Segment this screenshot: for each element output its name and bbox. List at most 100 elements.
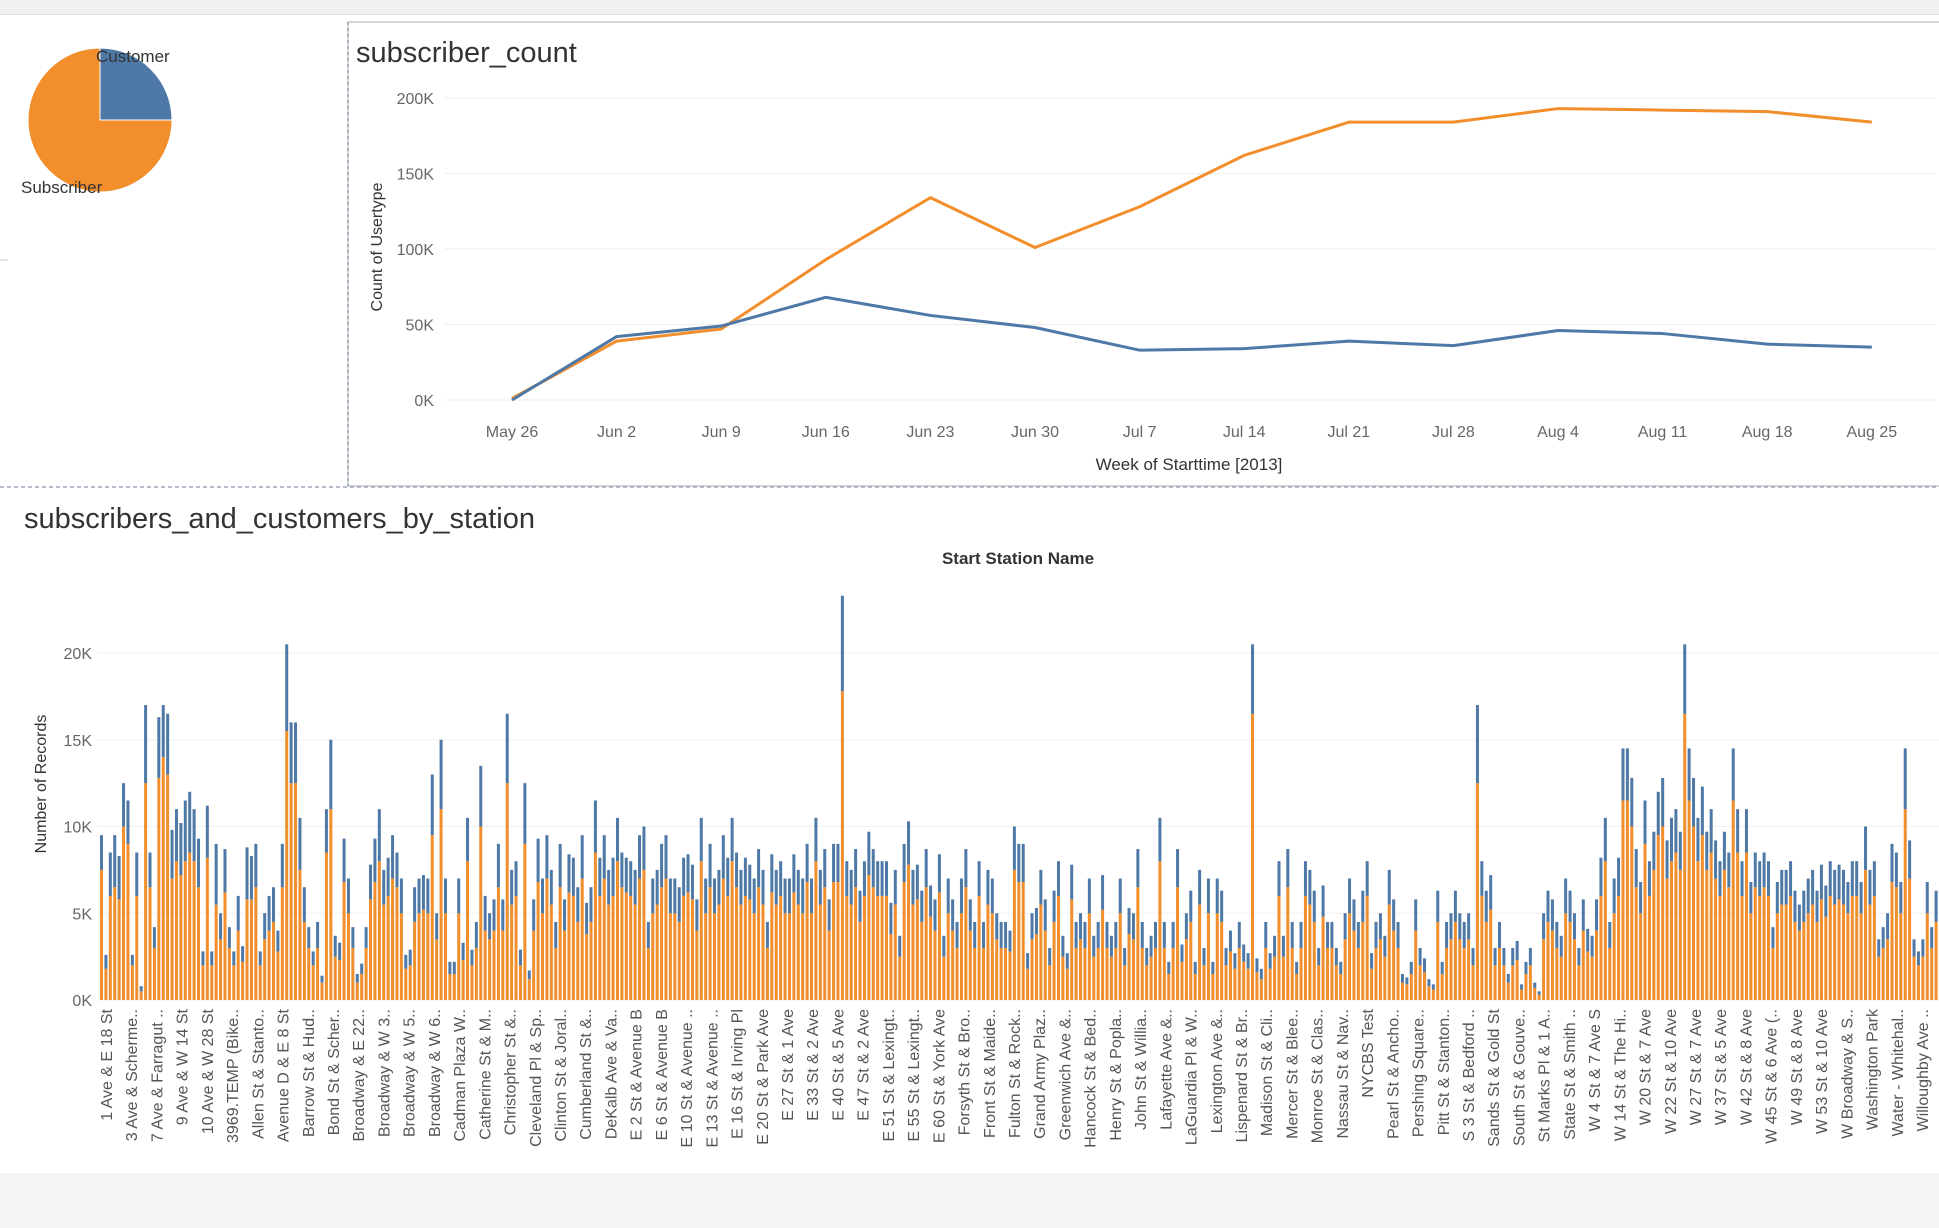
bar-subscriber[interactable] [699, 861, 703, 1000]
bar-customer[interactable] [1445, 921, 1449, 948]
bar-subscriber[interactable] [977, 895, 981, 1000]
bar-subscriber[interactable] [443, 913, 447, 1000]
bar-customer[interactable] [1427, 979, 1431, 987]
bar-subscriber[interactable] [1312, 921, 1316, 1000]
bar-customer[interactable] [152, 927, 156, 948]
bar-customer[interactable] [271, 887, 275, 922]
bar-subscriber[interactable] [810, 913, 814, 1000]
bar-subscriber[interactable] [1705, 869, 1709, 1000]
bar-subscriber[interactable] [157, 777, 161, 1000]
bar-subscriber[interactable] [201, 965, 205, 1000]
bar-subscriber[interactable] [536, 882, 540, 1000]
bar-subscriber[interactable] [589, 921, 593, 1000]
bar-subscriber[interactable] [1462, 947, 1466, 1000]
bar-subscriber[interactable] [470, 965, 474, 1000]
bar-customer[interactable] [1330, 921, 1334, 948]
bar-customer[interactable] [1881, 927, 1885, 948]
bar-subscriber[interactable] [1727, 887, 1731, 1000]
bar-customer[interactable] [219, 913, 223, 940]
bar-customer[interactable] [1387, 869, 1391, 905]
bar-customer[interactable] [1176, 849, 1180, 888]
bar-customer[interactable] [1471, 947, 1475, 966]
bar-customer[interactable] [730, 817, 734, 862]
bar-subscriber[interactable] [1749, 913, 1753, 1000]
bar-subscriber[interactable] [448, 973, 452, 1000]
bar-subscriber[interactable] [686, 892, 690, 1000]
bar-subscriber[interactable] [1550, 930, 1554, 1000]
bar-customer[interactable] [770, 854, 774, 893]
bar-subscriber[interactable] [1043, 930, 1047, 1000]
bar-subscriber[interactable] [1864, 869, 1868, 1000]
bar-customer[interactable] [739, 869, 743, 905]
bar-customer[interactable] [1277, 861, 1281, 896]
bar-customer[interactable] [267, 895, 271, 931]
bar-customer[interactable] [867, 831, 871, 876]
bar-subscriber[interactable] [527, 979, 531, 1000]
bar-customer[interactable] [818, 869, 822, 905]
bar-customer[interactable] [241, 946, 245, 962]
bar-customer[interactable] [1643, 800, 1647, 844]
bar-subscriber[interactable] [505, 783, 509, 1000]
bar-customer[interactable] [1312, 890, 1316, 922]
bar-customer[interactable] [1661, 777, 1665, 827]
bar-subscriber[interactable] [1894, 887, 1898, 1000]
bar-customer[interactable] [333, 935, 337, 957]
bar-subscriber[interactable] [880, 895, 884, 1000]
bar-customer[interactable] [1687, 748, 1691, 801]
bar-subscriber[interactable] [1639, 913, 1643, 1000]
bar-subscriber[interactable] [488, 939, 492, 1000]
bar-subscriber[interactable] [496, 887, 500, 1000]
bar-customer[interactable] [1837, 864, 1841, 900]
bar-subscriber[interactable] [642, 869, 646, 1000]
bar-subscriber[interactable] [1361, 921, 1365, 1000]
bar-subscriber[interactable] [1378, 939, 1382, 1000]
bar-subscriber[interactable] [1806, 913, 1810, 1000]
bar-subscriber[interactable] [624, 892, 628, 1000]
bar-subscriber[interactable] [1564, 913, 1568, 1000]
bar-subscriber[interactable] [1101, 909, 1105, 1000]
bar-subscriber[interactable] [1131, 939, 1135, 1000]
bar-subscriber[interactable] [1158, 861, 1162, 1000]
bar-subscriber[interactable] [1277, 895, 1281, 1000]
bar-customer[interactable] [1859, 882, 1863, 914]
bar-customer[interactable] [1603, 817, 1607, 862]
bar-subscriber[interactable] [1228, 951, 1232, 1000]
bar-subscriber[interactable] [1903, 809, 1907, 1000]
bar-customer[interactable] [660, 843, 664, 888]
bar-customer[interactable] [1405, 977, 1409, 985]
bar-subscriber[interactable] [439, 809, 443, 1000]
bar-subscriber[interactable] [391, 878, 395, 1000]
bar-subscriber[interactable] [1145, 965, 1149, 1000]
bar-subscriber[interactable] [1255, 972, 1259, 1000]
bar-customer[interactable] [1449, 913, 1453, 940]
bar-customer[interactable] [708, 843, 712, 888]
bar-subscriber[interactable] [1445, 947, 1449, 1000]
bar-customer[interactable] [1493, 947, 1497, 966]
bar-customer[interactable] [1065, 953, 1069, 969]
bar-customer[interactable] [483, 895, 487, 931]
bar-subscriber[interactable] [1634, 887, 1638, 1000]
bar-subscriber[interactable] [765, 947, 769, 1000]
bar-subscriber[interactable] [664, 878, 668, 1000]
bar-customer[interactable] [571, 857, 575, 896]
bar-customer[interactable] [964, 849, 968, 888]
bar-customer[interactable] [1656, 791, 1660, 836]
bar-subscriber[interactable] [1206, 913, 1210, 1000]
bar-customer[interactable] [787, 878, 791, 914]
bar-customer[interactable] [1295, 961, 1299, 974]
bar-customer[interactable] [1520, 984, 1524, 990]
bar-subscriber[interactable] [1259, 979, 1263, 1000]
bar-customer[interactable] [982, 921, 986, 948]
bar-customer[interactable] [355, 973, 359, 983]
bar-subscriber[interactable] [1264, 947, 1268, 1000]
bar-subscriber[interactable] [1912, 956, 1916, 1000]
bar-customer[interactable] [1647, 861, 1651, 896]
bar-customer[interactable] [1824, 885, 1828, 917]
bar-customer[interactable] [576, 887, 580, 922]
bar-subscriber[interactable] [1308, 904, 1312, 1000]
bar-subscriber[interactable] [1396, 947, 1400, 1000]
bar-customer[interactable] [338, 942, 342, 961]
bar-customer[interactable] [1343, 913, 1347, 940]
bar-customer[interactable] [990, 878, 994, 914]
bar-customer[interactable] [1118, 878, 1122, 914]
